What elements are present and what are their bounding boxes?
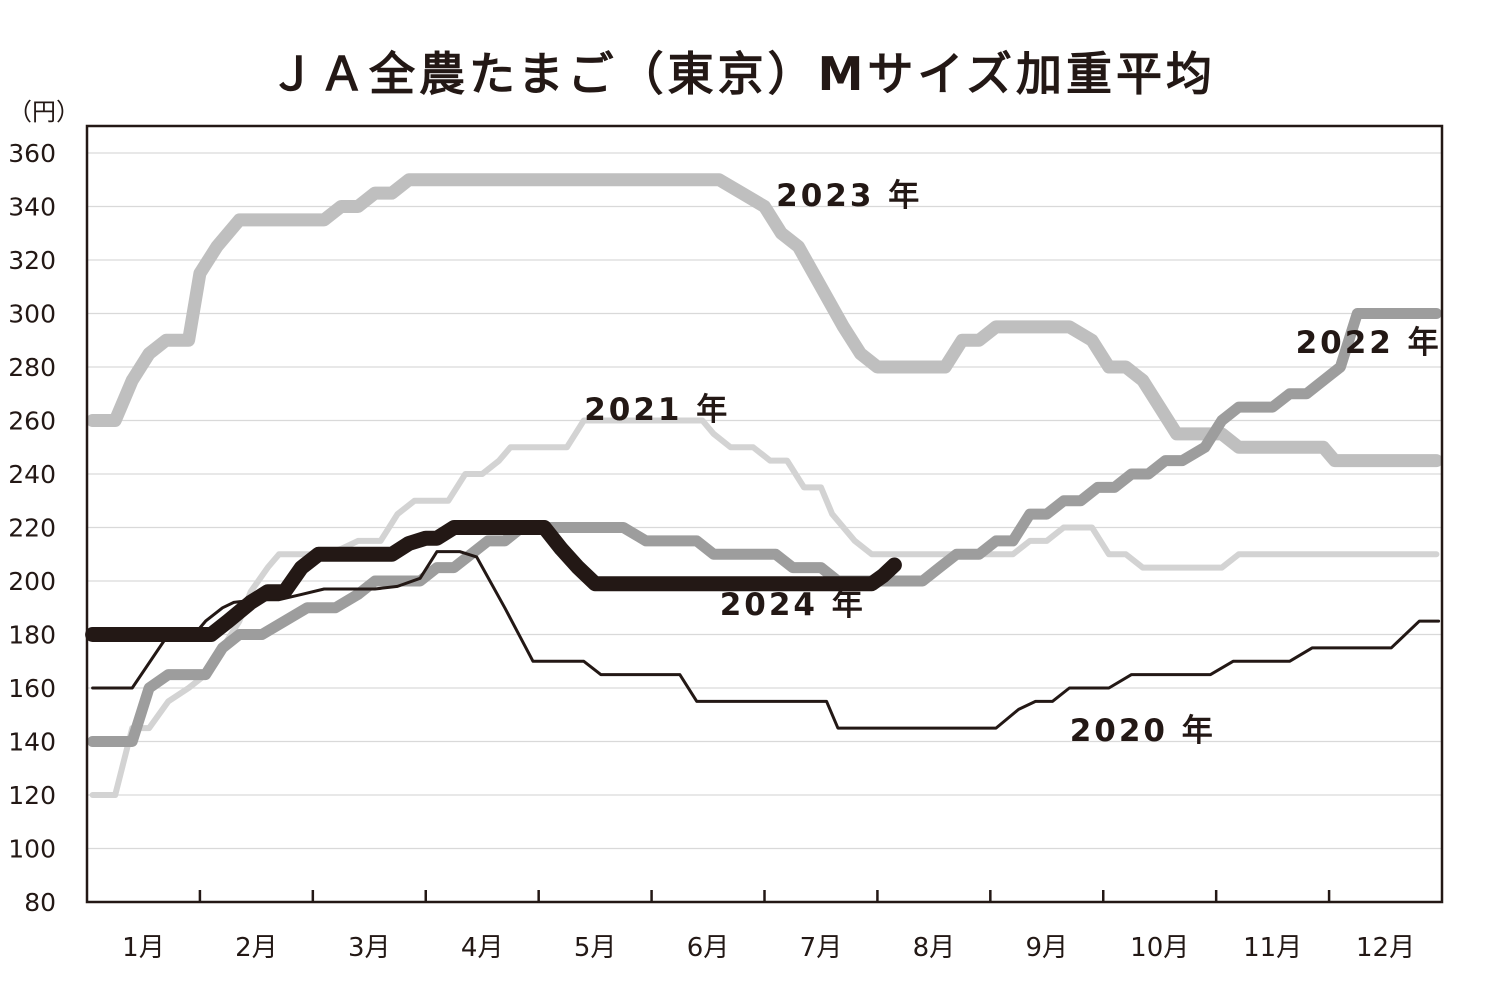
series-label-2022-年: 2022 年 <box>1296 325 1442 361</box>
y-tick-label-220: 220 <box>8 514 56 543</box>
x-tick-label-5: 5月 <box>574 933 617 963</box>
x-tick-label-11: 11月 <box>1243 933 1302 963</box>
y-tick-label-120: 120 <box>8 781 56 810</box>
y-tick-label-160: 160 <box>8 674 56 703</box>
series-layer <box>85 173 1443 798</box>
series-label-2021-年: 2021 年 <box>584 392 730 428</box>
x-tick-label-2: 2月 <box>235 933 278 963</box>
x-tick-label-4: 4月 <box>461 933 504 963</box>
series-line-2023-年 <box>86 173 1443 468</box>
frame-layer <box>85 124 1444 904</box>
y-tick-label-280: 280 <box>8 353 56 382</box>
plot-frame <box>85 124 1444 904</box>
y-tick-label-200: 200 <box>8 567 56 596</box>
x-tick-label-9: 9月 <box>1026 933 1069 963</box>
x-tick-label-12: 12月 <box>1356 933 1415 963</box>
series-line-2021-年 <box>89 417 1440 798</box>
x-tick-label-6: 6月 <box>687 933 730 963</box>
series-label-2020-年: 2020 年 <box>1070 713 1216 749</box>
series-line-2022-年 <box>87 308 1442 747</box>
series-line-2024-年 <box>85 520 902 642</box>
x-tick-label-1: 1月 <box>122 933 165 963</box>
y-tick-label-300: 300 <box>8 300 56 329</box>
x-tick-label-8: 8月 <box>913 933 956 963</box>
label-layer: 80 100 120 140 160 180 200 220 240 260 280 300 320 34… <box>8 139 1442 963</box>
series-label-2024-年: 2024 年 <box>720 587 866 623</box>
y-tick-label-80: 80 <box>24 888 56 917</box>
series-label-2023-年: 2023 年 <box>776 178 922 214</box>
y-tick-label-360: 360 <box>8 139 56 168</box>
y-tick-label-260: 260 <box>8 407 56 436</box>
y-axis-unit-label: （円） <box>8 98 80 126</box>
x-tick-label-10: 10月 <box>1130 933 1189 963</box>
y-tick-label-100: 100 <box>8 835 56 864</box>
grid-layer <box>87 152 1442 850</box>
y-tick-label-320: 320 <box>8 246 56 275</box>
chart-title: ＪＡ全農たまご（東京）Mサイズ加重平均 <box>268 47 1216 101</box>
y-tick-label-240: 240 <box>8 460 56 489</box>
y-tick-label-340: 340 <box>8 193 56 222</box>
y-tick-label-140: 140 <box>8 728 56 757</box>
y-tick-label-180: 180 <box>8 621 56 650</box>
x-tick-label-7: 7月 <box>800 933 843 963</box>
x-tick-label-3: 3月 <box>348 933 391 963</box>
series-line-2020-年 <box>91 550 1441 730</box>
